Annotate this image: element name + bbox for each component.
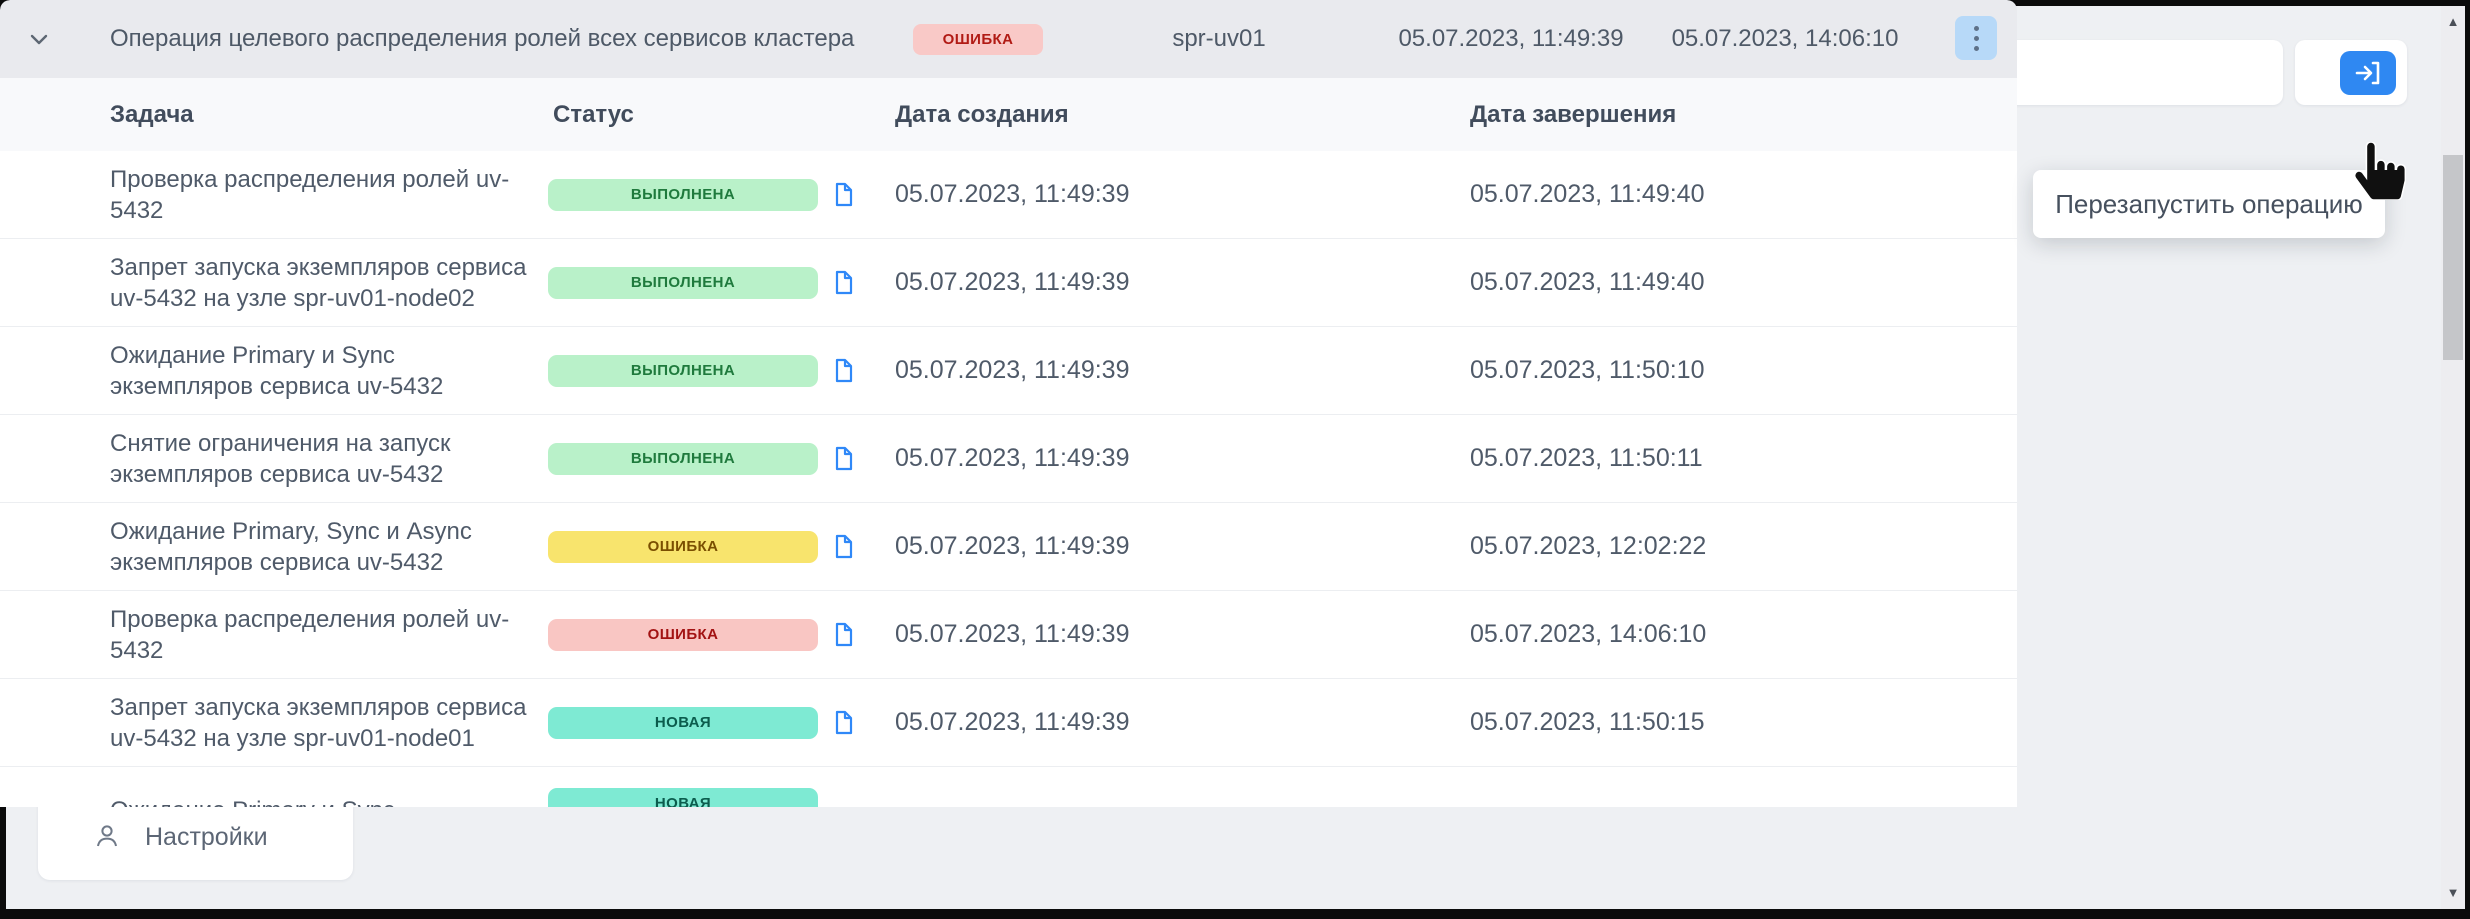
document-copy-icon[interactable]: [830, 181, 857, 208]
task-date-created: 05.07.2023, 11:49:39: [895, 268, 1130, 296]
task-name: Запрет запуска экземпляров сервиса uv-54…: [110, 693, 527, 752]
status-badge: ВЫПОЛНЕНА: [548, 354, 818, 387]
user-icon: [93, 822, 123, 852]
task-name: Проверка распределения ролей uv-5432: [110, 165, 510, 224]
operation-row[interactable]: Операция целевого распределения ролей вс…: [0, 0, 2017, 78]
status-badge: ВЫПОЛНЕНА: [548, 266, 818, 299]
task-date-created: 05.07.2023, 11:49:39: [895, 532, 1130, 560]
task-date-finished: 05.07.2023, 12:02:22: [1470, 532, 1707, 560]
operation-cluster: spr-uv01: [1172, 25, 1266, 52]
column-header-created: Дата создания: [895, 100, 1069, 128]
task-date-finished: 05.07.2023, 11:50:11: [1470, 444, 1703, 472]
column-header-task: Задача: [110, 100, 194, 128]
operation-status-badge: ОШИБКА: [913, 24, 1043, 55]
document-copy-icon[interactable]: [830, 621, 857, 648]
task-date-created: 05.07.2023, 11:49:39: [895, 708, 1130, 736]
status-badge: ОШИБКА: [548, 530, 818, 563]
operation-menu-button[interactable]: [1955, 16, 1997, 60]
menu-item-restart-operation[interactable]: Перезапустить операцию: [2055, 188, 2363, 219]
task-date-created: 05.07.2023, 11:49:39: [895, 180, 1130, 208]
scroll-down-arrow[interactable]: ▼: [2446, 884, 2460, 900]
task-date-finished: 05.07.2023, 11:50:10: [1470, 356, 1705, 384]
table-row: Проверка распределения ролей uv-5432 ОШИ…: [0, 591, 2017, 679]
login-panel: [2295, 40, 2407, 105]
table-row: Ожидание Primary, Sync и Async экземпляр…: [0, 503, 2017, 591]
tasks-table-header: Задача Статус Дата создания Дата заверше…: [0, 78, 2017, 151]
document-copy-icon[interactable]: [830, 709, 857, 736]
status-badge: НОВАЯ: [548, 706, 818, 739]
login-button[interactable]: [2340, 50, 2396, 95]
task-name: Снятие ограничения на запуск экземпляров…: [110, 429, 451, 488]
table-row: Запрет запуска экземпляров сервиса uv-54…: [0, 239, 2017, 327]
login-arrow-icon: [2353, 58, 2383, 88]
table-row: Запрет запуска экземпляров сервиса uv-54…: [0, 679, 2017, 767]
column-header-status: Статус: [553, 100, 634, 128]
status-badge: ОШИБКА: [548, 618, 818, 651]
operation-context-menu: Перезапустить операцию: [2033, 170, 2385, 238]
task-date-finished: 05.07.2023, 11:49:40: [1470, 180, 1705, 208]
operation-date-created: 05.07.2023, 11:49:39: [1398, 25, 1624, 52]
table-row: Снятие ограничения на запуск экземпляров…: [0, 415, 2017, 503]
document-copy-icon[interactable]: [830, 445, 857, 472]
task-name: Ожидание Primary и Sync: [110, 795, 530, 807]
operations-panel: Операция целевого распределения ролей вс…: [0, 0, 2017, 807]
status-badge: НОВАЯ: [548, 787, 818, 807]
sidebar-item-settings[interactable]: Настройки: [93, 805, 268, 869]
table-row: Ожидание Primary и Sync экземпляров серв…: [0, 327, 2017, 415]
chevron-down-icon[interactable]: [24, 24, 54, 54]
status-badge: ВЫПОЛНЕНА: [548, 178, 818, 211]
vertical-scrollbar: ▲ ▼: [2441, 6, 2465, 909]
task-date-created: 05.07.2023, 11:49:39: [895, 356, 1130, 384]
task-date-created: 05.07.2023, 11:49:39: [895, 620, 1130, 648]
scroll-up-arrow[interactable]: ▲: [2446, 13, 2460, 29]
task-date-finished: 05.07.2023, 14:06:10: [1470, 620, 1707, 648]
task-name: Запрет запуска экземпляров сервиса uv-54…: [110, 253, 527, 312]
document-copy-icon[interactable]: [830, 269, 857, 296]
task-name: Ожидание Primary, Sync и Async экземпляр…: [110, 517, 472, 576]
task-name: Ожидание Primary и Sync экземпляров серв…: [110, 341, 444, 400]
table-row: Проверка распределения ролей uv-5432 ВЫП…: [0, 151, 2017, 239]
task-date-finished: 05.07.2023, 11:49:40: [1470, 268, 1705, 296]
document-copy-icon[interactable]: [830, 533, 857, 560]
task-date-created: 05.07.2023, 11:49:39: [895, 444, 1130, 472]
table-row: Ожидание Primary и Sync НОВАЯ: [0, 767, 2017, 807]
column-header-finished: Дата завершения: [1470, 100, 1677, 128]
sidebar-item-label: Настройки: [145, 822, 268, 851]
document-copy-icon[interactable]: [830, 357, 857, 384]
status-badge: ВЫПОЛНЕНА: [548, 442, 818, 475]
scrollbar-thumb[interactable]: [2443, 155, 2463, 360]
operation-title: Операция целевого распределения ролей вс…: [110, 25, 855, 52]
task-name: Проверка распределения ролей uv-5432: [110, 605, 510, 664]
task-date-finished: 05.07.2023, 11:50:15: [1470, 708, 1705, 736]
operation-date-finished: 05.07.2023, 14:06:10: [1671, 25, 1899, 52]
